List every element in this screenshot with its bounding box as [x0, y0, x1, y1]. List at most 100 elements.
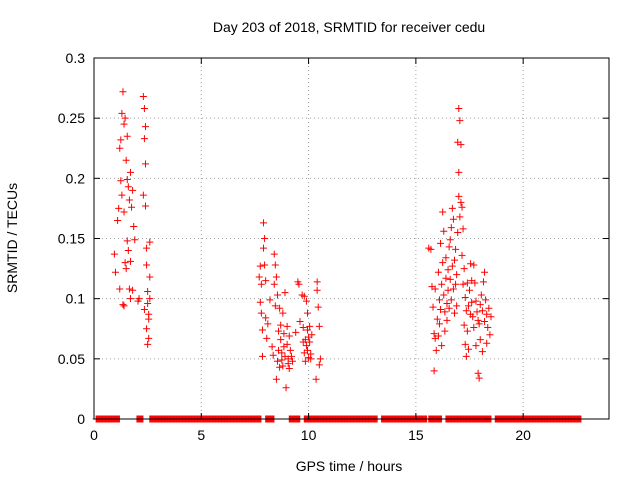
data-point	[144, 299, 152, 307]
data-point	[444, 266, 452, 274]
x-tick-label: 5	[197, 427, 205, 443]
data-point	[118, 109, 126, 117]
data-point	[479, 278, 487, 286]
data-point	[449, 215, 457, 223]
data-point	[454, 228, 462, 236]
data-point	[437, 305, 445, 313]
data-point	[468, 298, 476, 306]
data-point	[122, 265, 130, 273]
data-point	[431, 285, 439, 293]
data-point	[430, 367, 438, 375]
y-tick-label: 0	[77, 411, 85, 427]
data-point	[443, 316, 451, 324]
data-point	[315, 322, 323, 330]
data-point	[135, 295, 143, 303]
data-point	[438, 280, 446, 288]
data-point	[273, 291, 281, 299]
data-point	[486, 331, 494, 339]
data-point	[483, 310, 491, 318]
data-point	[461, 293, 469, 301]
data-point	[120, 208, 128, 216]
data-point	[270, 280, 278, 288]
data-point	[478, 307, 486, 315]
data-point	[464, 302, 472, 310]
data-point	[114, 216, 122, 224]
data-point	[120, 302, 128, 310]
data-point	[264, 320, 272, 328]
data-point	[434, 268, 442, 276]
data-point	[292, 328, 300, 336]
data-point	[287, 352, 295, 360]
data-point	[445, 243, 453, 251]
axis-ticks	[93, 57, 609, 420]
data-point	[140, 305, 148, 313]
data-point	[145, 315, 153, 323]
data-point	[451, 309, 458, 317]
data-point	[448, 262, 456, 270]
data-point	[460, 265, 468, 273]
data-point	[122, 156, 130, 164]
data-point	[140, 135, 148, 143]
data-point	[300, 292, 308, 300]
data-point	[430, 330, 438, 338]
data-point	[460, 321, 468, 329]
y-tick-label: 0.2	[66, 170, 86, 186]
data-point	[256, 262, 264, 270]
data-point	[307, 355, 315, 363]
data-point	[462, 352, 470, 360]
data-point	[457, 198, 465, 206]
data-point	[255, 273, 263, 281]
data-point	[427, 245, 435, 253]
data-point	[453, 302, 461, 310]
data-point	[142, 160, 149, 168]
data-point	[470, 324, 478, 332]
data-point	[262, 314, 270, 322]
data-point	[146, 238, 154, 246]
data-point	[257, 309, 265, 317]
data-point	[142, 202, 149, 210]
data-point	[442, 254, 450, 262]
data-point	[301, 357, 309, 365]
data-point	[440, 291, 448, 299]
data-point	[119, 301, 127, 309]
data-point	[115, 204, 123, 212]
data-point	[143, 325, 151, 333]
data-point	[146, 295, 154, 303]
data-point	[482, 296, 490, 304]
data-point	[128, 203, 136, 211]
data-point	[275, 327, 283, 335]
data-point	[283, 340, 291, 348]
data-point	[279, 309, 287, 317]
data-point	[487, 313, 495, 321]
data-point	[282, 384, 290, 392]
data-point	[296, 318, 304, 326]
data-point	[466, 286, 474, 294]
data-point	[446, 236, 454, 244]
data-point	[140, 105, 148, 113]
data-point	[470, 261, 478, 269]
data-point	[258, 326, 266, 334]
data-point	[312, 375, 320, 383]
data-point	[304, 309, 312, 317]
y-tick-label: 0.1	[66, 291, 86, 307]
data-point	[284, 360, 292, 368]
data-point	[271, 261, 279, 269]
data-point	[304, 326, 312, 334]
data-point	[443, 299, 451, 307]
x-tick-label: 10	[301, 427, 317, 443]
data-point	[458, 251, 466, 259]
data-point	[483, 339, 491, 347]
data-point	[437, 239, 445, 247]
data-point	[125, 196, 133, 204]
y-axis-label: SRMTID / TECUs	[4, 183, 20, 293]
data-point	[477, 291, 485, 299]
data-point	[144, 287, 152, 295]
chart-title: Day 203 of 2018, SRMTID for receiver ced…	[213, 19, 485, 35]
data-point	[110, 250, 118, 258]
data-point	[139, 191, 147, 199]
data-point	[457, 141, 465, 149]
data-point	[283, 322, 291, 330]
data-point	[278, 356, 286, 364]
data-point	[129, 286, 137, 294]
